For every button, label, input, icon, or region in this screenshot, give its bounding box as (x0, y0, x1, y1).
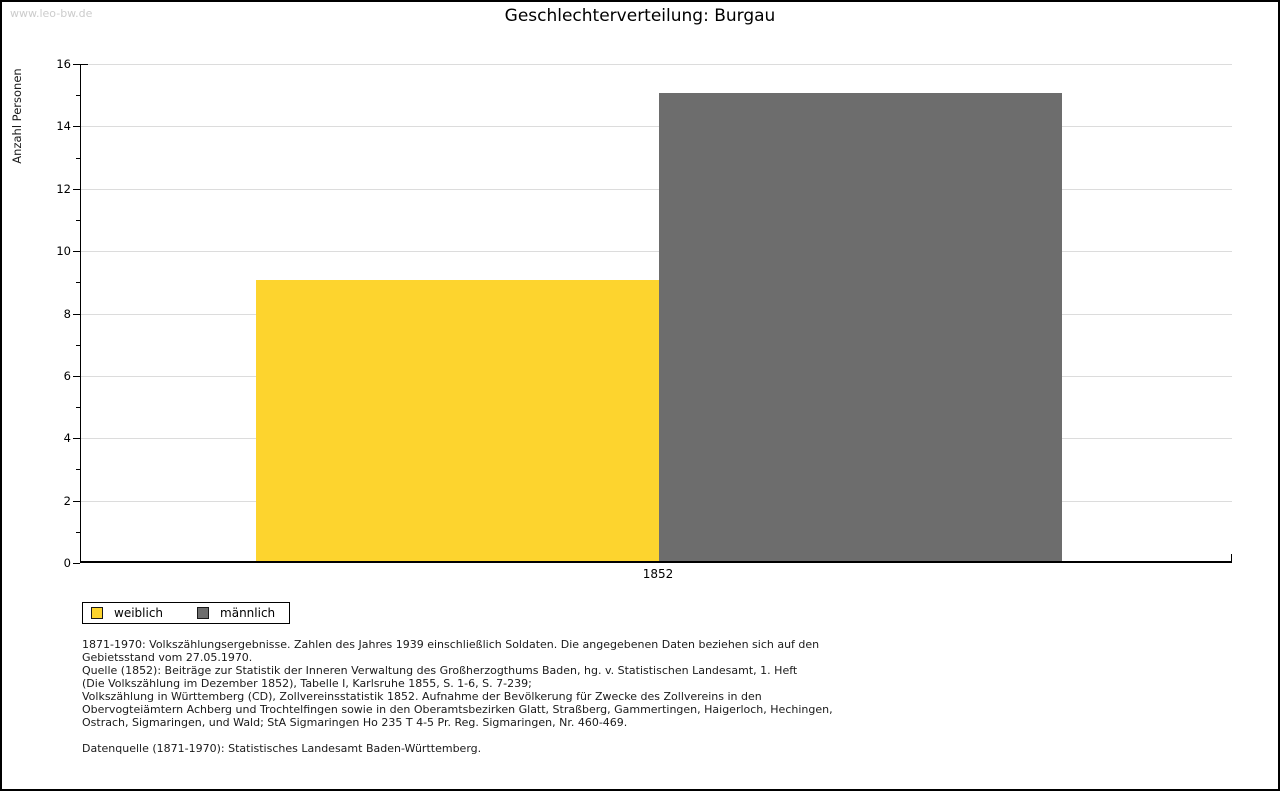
y-tick-label-0: 0 (63, 556, 71, 570)
footnote-line-5: Volkszählung in Württemberg (CD), Zollve… (82, 690, 762, 703)
footnote-line-4: (Die Volkszählung im Dezember 1852), Tab… (82, 677, 532, 690)
minor-tick-y11 (76, 220, 80, 221)
y-tick-label-14: 14 (56, 119, 71, 133)
bar-männlich (659, 93, 1062, 561)
gridline-y10 (81, 251, 1232, 252)
major-tick-y12 (73, 189, 80, 190)
footnote-lines: 1871-1970: Volkszählungsergebnisse. Zahl… (82, 638, 1202, 729)
minor-tick-y1 (76, 532, 80, 533)
footnote-line-6: Obervogteiämtern Achberg und Trochtelfin… (82, 703, 833, 716)
y-tick-label-10: 10 (56, 244, 71, 258)
gridline-y14 (81, 126, 1232, 127)
x-axis-end-tick (1231, 554, 1232, 561)
legend-item-weiblich: weiblich (91, 606, 163, 620)
chart-title: Geschlechterverteilung: Burgau (504, 6, 776, 26)
y-tick-label-6: 6 (63, 369, 71, 383)
legend-label-männlich: männlich (220, 606, 276, 620)
datasource-note: Datenquelle (1871-1970): Statistisches L… (82, 742, 482, 755)
legend: weiblich männlich (82, 602, 290, 624)
footnote-line-3: Quelle (1852): Beiträge zur Statistik de… (82, 664, 798, 677)
x-tick-label: 1852 (642, 567, 674, 581)
watermark: www.leo-bw.de (10, 7, 93, 20)
y-tick-label-12: 12 (56, 182, 71, 196)
y-tick-label-4: 4 (63, 431, 71, 445)
major-tick-y14 (73, 126, 80, 127)
minor-tick-y13 (76, 158, 80, 159)
footnote-line-7: Ostrach, Sigmaringen, und Wald; StA Sigm… (82, 716, 628, 729)
major-tick-y4 (73, 438, 80, 439)
footnote-line-1: 1871-1970: Volkszählungsergebnisse. Zahl… (82, 638, 820, 651)
major-tick-y6 (73, 376, 80, 377)
major-tick-y16 (73, 64, 80, 65)
major-tick-y2 (73, 501, 80, 502)
major-tick-y0 (73, 563, 80, 564)
legend-swatch-weiblich (91, 607, 103, 619)
footnotes: 1871-1970: Volkszählungsergebnisse. Zahl… (82, 638, 1202, 755)
minor-tick-y5 (76, 407, 80, 408)
minor-tick-y7 (76, 345, 80, 346)
y-tick-label-8: 8 (63, 307, 71, 321)
y-tick-label-16: 16 (56, 57, 71, 71)
major-tick-y8 (73, 314, 80, 315)
y-axis-top-cap (81, 64, 88, 65)
minor-tick-y9 (76, 282, 80, 283)
legend-item-männlich: männlich (197, 606, 275, 620)
y-tick-label-2: 2 (63, 494, 71, 508)
minor-tick-y3 (76, 469, 80, 470)
minor-tick-y15 (76, 95, 80, 96)
bar-weiblich (256, 280, 659, 561)
legend-swatch-männlich (197, 607, 210, 619)
major-tick-y10 (73, 251, 80, 252)
gridline-y16 (81, 64, 1232, 65)
legend-label-weiblich: weiblich (114, 606, 164, 620)
gridline-y12 (81, 189, 1232, 190)
footnote-line-2: Gebietsstand vom 27.05.1970. (82, 651, 253, 664)
plot-area (80, 64, 1232, 563)
y-axis-title: Anzahl Personen (10, 68, 24, 164)
